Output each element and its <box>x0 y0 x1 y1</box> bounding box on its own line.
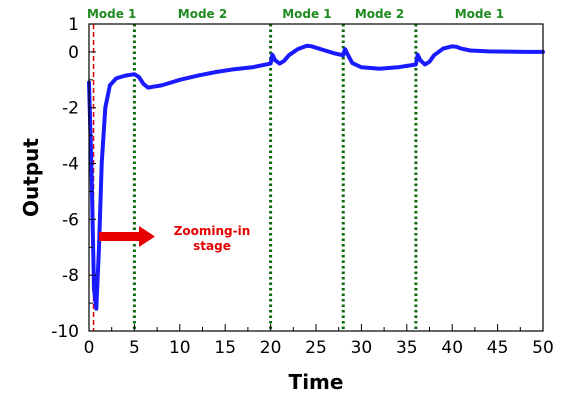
mode-labels: Mode 1 Mode 2 Mode 1 Mode 2 Mode 1 <box>87 7 504 21</box>
annotation-line-1: Zooming-in <box>174 224 251 238</box>
x-tick-label: 40 <box>441 338 463 358</box>
x-axis-label: Time <box>289 370 344 394</box>
x-axis-ticks: 0 5 10 15 20 25 30 35 40 45 50 <box>84 324 554 358</box>
zoom-annotation: Zooming-in stage <box>99 224 250 253</box>
y-tick-label: -10 <box>51 322 79 342</box>
x-tick-label: 10 <box>169 338 191 358</box>
x-tick-label: 15 <box>214 338 236 358</box>
mode-label: Mode 1 <box>87 7 136 21</box>
annotation-line-2: stage <box>193 239 231 253</box>
y-tick-label: -2 <box>62 99 79 119</box>
x-tick-label: 50 <box>532 338 554 358</box>
y-tick-label: 0 <box>68 43 79 63</box>
mode-label: Mode 1 <box>282 7 331 21</box>
arrow-head <box>139 226 155 247</box>
x-tick-label: 45 <box>487 338 509 358</box>
x-tick-label: 5 <box>129 338 140 358</box>
y-tick-label: -4 <box>62 155 79 175</box>
x-tick-label: 20 <box>260 338 282 358</box>
y-tick-label: -8 <box>62 266 79 286</box>
mode-label: Mode 2 <box>178 7 227 21</box>
mode-label: Mode 1 <box>455 7 504 21</box>
arrow-body <box>99 232 139 241</box>
y-axis-ticks: 1 0 -2 -4 -6 -8 -10 <box>51 15 96 342</box>
y-axis-label: Output <box>19 138 43 217</box>
x-tick-label: 35 <box>396 338 418 358</box>
x-tick-label: 0 <box>84 338 95 358</box>
y-tick-label: -6 <box>62 210 79 230</box>
plot-frame <box>88 23 544 332</box>
x-tick-label: 30 <box>351 338 373 358</box>
output-series-line <box>87 43 545 311</box>
mode-label: Mode 2 <box>355 7 404 21</box>
x-tick-label: 25 <box>305 338 327 358</box>
y-tick-label: 1 <box>68 15 79 35</box>
